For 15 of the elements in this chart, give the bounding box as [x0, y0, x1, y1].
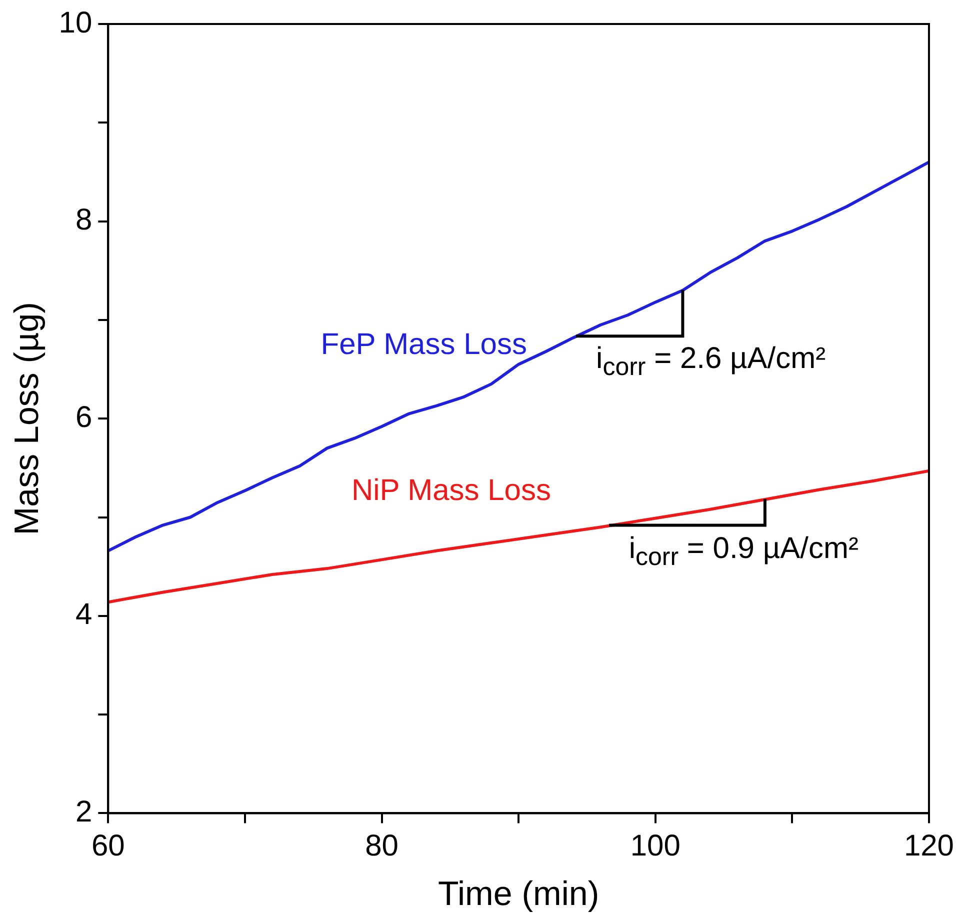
x-axis-title: Time (min) [438, 874, 600, 913]
x-tick-label: 100 [630, 829, 680, 862]
x-tick-label: 60 [91, 829, 125, 862]
x-tick-label: 80 [365, 829, 398, 862]
y-tick-label: 10 [58, 6, 92, 40]
x-tick-label: 120 [904, 829, 954, 862]
y-tick-label: 2 [75, 795, 92, 828]
y-tick-label: 6 [75, 400, 92, 434]
series-label: NiP Mass Loss [351, 474, 551, 508]
y-tick-label: 8 [75, 204, 92, 237]
y-axis-title: Mass Loss (µg) [8, 302, 46, 536]
annotation: i$_{corr}$ = 2.6 µA/cm² [596, 342, 826, 382]
series-label: FeP Mass Loss [320, 328, 527, 362]
annotation: i$_{corr}$ = 0.9 µA/cm² [628, 532, 858, 572]
y-tick-label: 4 [75, 598, 92, 632]
